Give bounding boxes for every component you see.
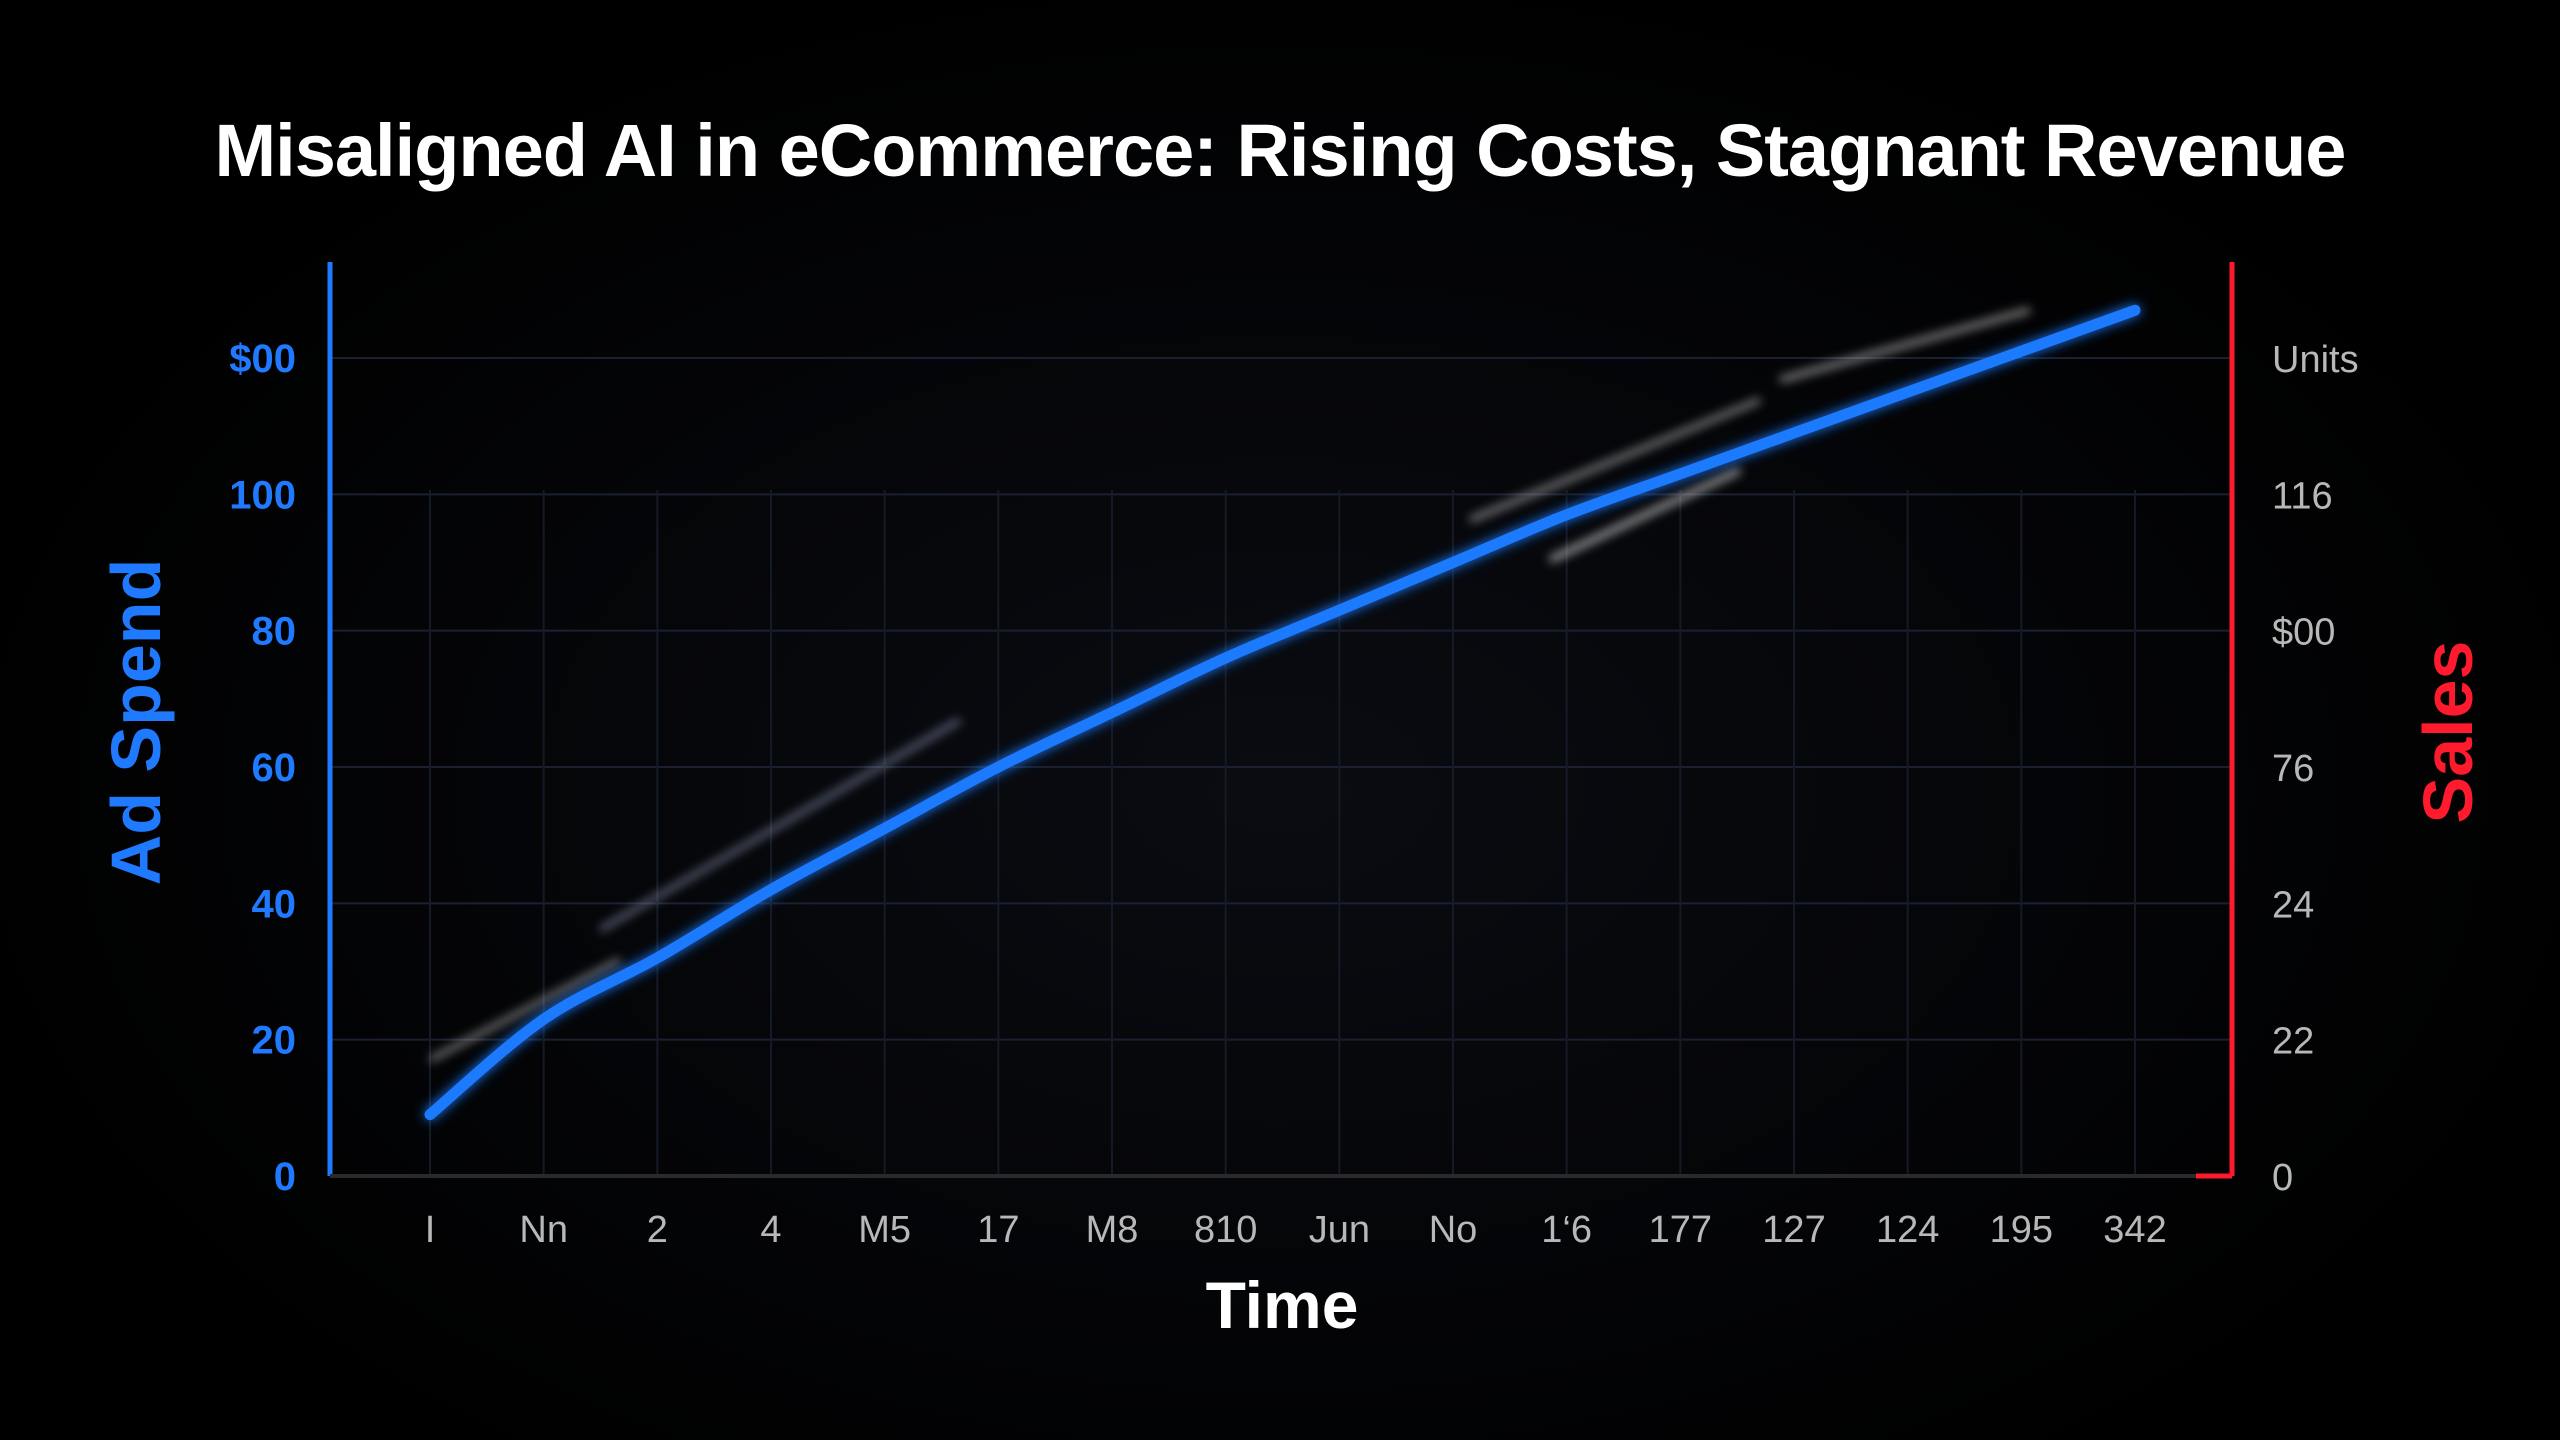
x-tick-label: 127 bbox=[1762, 1209, 1825, 1251]
y-left-tick-label: $00 bbox=[229, 337, 296, 381]
y-axis-title-right: Sales bbox=[2409, 641, 2487, 824]
x-tick-label: 177 bbox=[1649, 1209, 1712, 1251]
x-tick-label: 810 bbox=[1194, 1209, 1257, 1251]
y-left-tick-label: 40 bbox=[252, 882, 297, 926]
y-left-tick-label: 100 bbox=[229, 473, 296, 517]
y-left-tick-label: 60 bbox=[252, 746, 297, 790]
x-tick-label: 1‘6 bbox=[1541, 1209, 1592, 1251]
x-tick-label: I bbox=[425, 1209, 436, 1251]
y-right-tick-label: 22 bbox=[2272, 1021, 2314, 1063]
y-left-tick-label: 20 bbox=[252, 1019, 297, 1063]
y-left-tick-label: 80 bbox=[252, 610, 297, 654]
x-tick-label: 342 bbox=[2103, 1209, 2166, 1251]
y-right-tick-label: 116 bbox=[2272, 475, 2333, 517]
series-group bbox=[424, 304, 2141, 1131]
x-tick-label: 124 bbox=[1876, 1209, 1939, 1251]
y-right-tick-label: 24 bbox=[2272, 884, 2314, 926]
x-tick-label: 195 bbox=[1990, 1209, 2053, 1251]
y-right-tick-label: $00 bbox=[2272, 612, 2335, 654]
x-tick-label: Jun bbox=[1309, 1209, 1370, 1251]
grid bbox=[330, 357, 2232, 1176]
x-tick-label: 4 bbox=[760, 1209, 781, 1251]
series-line-ad-spend bbox=[424, 304, 2141, 1121]
x-tick-label: No bbox=[1429, 1209, 1478, 1251]
x-tick-label: 2 bbox=[647, 1209, 668, 1251]
y-right-tick-label: Units bbox=[2272, 339, 2359, 381]
y-right-tick-label: 76 bbox=[2272, 748, 2314, 790]
axes bbox=[327, 262, 2235, 1179]
y-axis-title-left: Ad Spend bbox=[97, 559, 175, 886]
x-tick-label: 17 bbox=[977, 1209, 1019, 1251]
x-axis-title: Time bbox=[1206, 1268, 1359, 1342]
chart-title: Misaligned AI in eCommerce: Rising Costs… bbox=[214, 109, 2347, 192]
light-streaks bbox=[428, 307, 2031, 1063]
y-right-tick-label: 0 bbox=[2272, 1157, 2293, 1199]
y-left-tick-label: 0 bbox=[274, 1155, 296, 1199]
x-tick-label: M8 bbox=[1086, 1209, 1139, 1251]
x-tick-label: Nn bbox=[519, 1209, 568, 1251]
x-tick-label: M5 bbox=[858, 1209, 911, 1251]
